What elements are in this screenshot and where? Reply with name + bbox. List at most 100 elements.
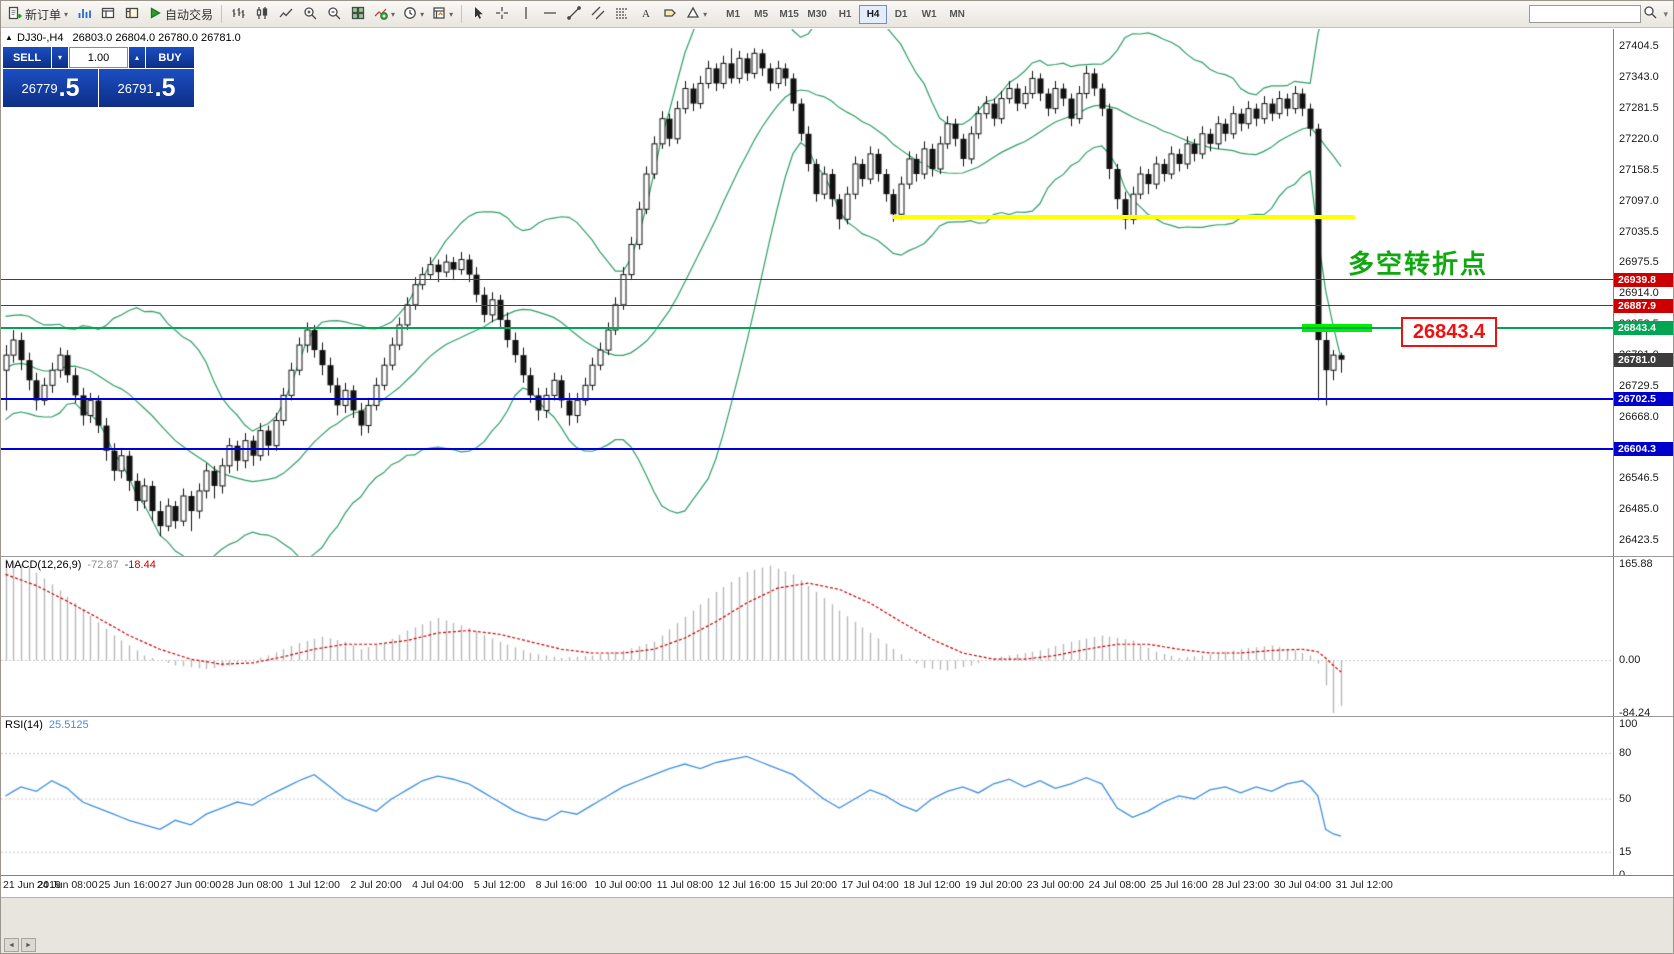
text-icon: A bbox=[639, 6, 653, 23]
time-axis-label: 11 Jul 08:00 bbox=[656, 879, 714, 891]
price-chart-canvas[interactable] bbox=[1, 29, 1613, 877]
timeframe-w1[interactable]: W1 bbox=[921, 8, 937, 20]
chart-tabs-scroll-right[interactable]: ► bbox=[21, 938, 36, 952]
cursor-button[interactable] bbox=[466, 3, 490, 25]
trendline-button[interactable] bbox=[562, 3, 586, 25]
toolbar-left-group: 新订单 ▾ 自动交易 bbox=[4, 3, 217, 25]
toolbar-overflow-chevron-icon[interactable]: ▾ bbox=[1663, 8, 1668, 19]
price-callout-annotation[interactable]: 26843.4 bbox=[1401, 317, 1497, 347]
fibonacci-button[interactable] bbox=[610, 3, 634, 25]
channel-button[interactable] bbox=[586, 3, 610, 25]
sell-button[interactable]: SELL bbox=[3, 47, 51, 68]
time-axis[interactable]: 21 Jun 2019 24 Jun 08:00 25 Jun 16:00 27 Ju… bbox=[1, 876, 1673, 897]
time-axis-label: 28 Jul 23:00 bbox=[1212, 879, 1270, 891]
zoom-out-button[interactable] bbox=[322, 3, 346, 25]
tile-windows-button[interactable] bbox=[346, 3, 370, 25]
timeframe-d1[interactable]: D1 bbox=[894, 8, 908, 20]
yellow-trendline[interactable] bbox=[893, 215, 1355, 220]
turning-point-annotation[interactable]: 多空转折点 bbox=[1348, 249, 1489, 279]
price-axis-label: 26914.0 bbox=[1619, 286, 1659, 299]
buy-button[interactable]: BUY bbox=[146, 47, 194, 68]
navigator-button[interactable] bbox=[120, 3, 144, 25]
auto-trading-icon bbox=[148, 6, 162, 23]
resistance-line-2[interactable] bbox=[1, 305, 1613, 307]
macd-axis-label: 165.88 bbox=[1619, 558, 1653, 570]
support-line-blue-2[interactable] bbox=[1, 447, 1613, 450]
price-axis-label: 27281.5 bbox=[1619, 101, 1659, 114]
periods-icon bbox=[403, 6, 417, 23]
market-watch-icon bbox=[77, 6, 91, 23]
chart-bars-button[interactable] bbox=[226, 3, 250, 25]
search-input[interactable] bbox=[1529, 5, 1642, 23]
toolbar: 新订单 ▾ 自动交易 ▾ ▾ ▾ A ▾ M1 M5 M15 M30 H1 H4 D1 W1 MN ▾ bbox=[1, 1, 1673, 28]
label-button[interactable] bbox=[658, 3, 682, 25]
sell-price-button[interactable]: 26779 .5 bbox=[3, 69, 98, 107]
volume-decrease-button[interactable]: ▾ bbox=[52, 47, 68, 68]
panel-splitter-rsi[interactable] bbox=[1, 716, 1673, 717]
price-tag: 26702.5 bbox=[1614, 392, 1673, 407]
indicators-button[interactable]: ▾ bbox=[370, 3, 399, 25]
support-line-blue-1[interactable] bbox=[1, 398, 1613, 401]
vertical-line-button[interactable] bbox=[514, 3, 538, 25]
price-axis-label: 26729.5 bbox=[1619, 379, 1659, 392]
chart-tabs-scroll-left[interactable]: ◄ bbox=[4, 938, 19, 952]
horizontal-line-icon bbox=[543, 6, 557, 23]
volume-input[interactable] bbox=[69, 47, 128, 68]
fibonacci-icon bbox=[615, 6, 629, 23]
crosshair-button[interactable] bbox=[490, 3, 514, 25]
zoom-in-button[interactable] bbox=[298, 3, 322, 25]
macd-panel-label: MACD(12,26,9) -72.87 -18.44 bbox=[5, 559, 156, 571]
timeframe-m30[interactable]: M30 bbox=[807, 8, 827, 20]
data-window-button[interactable] bbox=[96, 3, 120, 25]
chevron-down-icon: ▾ bbox=[391, 9, 396, 19]
auto-trading-button[interactable]: 自动交易 bbox=[144, 3, 217, 25]
time-axis-label: 23 Jul 00:00 bbox=[1026, 879, 1085, 891]
cursor-icon bbox=[471, 6, 485, 23]
horizontal-line-button[interactable] bbox=[538, 3, 562, 25]
templates-icon bbox=[432, 6, 446, 23]
volume-increase-button[interactable]: ▴ bbox=[129, 47, 145, 68]
price-axis-label: 27404.5 bbox=[1619, 40, 1659, 52]
timeframe-mn[interactable]: MN bbox=[949, 8, 965, 20]
chevron-down-icon: ▾ bbox=[703, 9, 708, 19]
shapes-icon bbox=[686, 6, 700, 23]
timeframe-m5[interactable]: M5 bbox=[754, 8, 769, 20]
timeframe-h4[interactable]: H4 bbox=[859, 4, 888, 24]
panel-splitter-macd[interactable] bbox=[1, 556, 1673, 557]
market-watch-button[interactable] bbox=[72, 3, 96, 25]
buy-price-dec: .5 bbox=[154, 73, 176, 102]
shapes-button[interactable]: ▾ bbox=[682, 3, 711, 25]
rsi-axis-label: 100 bbox=[1619, 718, 1638, 730]
price-scale[interactable]: 27404.5 27343.0 27281.5 27220.0 27158.5 27097… bbox=[1613, 29, 1673, 881]
search-icon[interactable] bbox=[1643, 5, 1657, 24]
support-line-green[interactable] bbox=[1, 327, 1613, 330]
templates-button[interactable]: ▾ bbox=[428, 3, 457, 25]
time-axis-label: 10 Jul 00:00 bbox=[594, 879, 652, 891]
buy-price-button[interactable]: 26791 .5 bbox=[99, 69, 194, 107]
new-order-button[interactable]: 新订单 ▾ bbox=[4, 3, 72, 25]
buy-price-int: 26791 bbox=[117, 80, 154, 96]
timeframe-h1[interactable]: H1 bbox=[838, 8, 852, 20]
time-axis-label: 2 Jul 20:00 bbox=[350, 879, 402, 891]
periods-button[interactable]: ▾ bbox=[399, 3, 428, 25]
search-box: ▾ bbox=[1529, 5, 1672, 24]
chart-line-button[interactable] bbox=[274, 3, 298, 25]
rsi-axis-label: 15 bbox=[1619, 846, 1632, 859]
rsi-panel-label: RSI(14) 25.5125 bbox=[5, 719, 89, 731]
symbol-title: DJ30-,H4 bbox=[17, 32, 64, 44]
timeframe-m1[interactable]: M1 bbox=[726, 8, 741, 20]
chart-candles-button[interactable] bbox=[250, 3, 274, 25]
time-axis-label: 27 Jun 00:00 bbox=[160, 879, 222, 891]
one-click-panel-toggle[interactable]: ▲ bbox=[5, 33, 13, 42]
one-click-trade-panel: SELL ▾ ▴ BUY 26779 .5 26791 .5 bbox=[3, 47, 194, 107]
time-axis-label: 18 Jul 12:00 bbox=[903, 879, 961, 891]
text-button[interactable]: A bbox=[634, 3, 658, 25]
timeframe-m15[interactable]: M15 bbox=[779, 8, 799, 20]
price-axis-label: 27097.0 bbox=[1619, 194, 1659, 207]
zoom-out-icon bbox=[327, 6, 341, 23]
rsi-axis-label: 80 bbox=[1619, 747, 1632, 760]
resistance-line-1[interactable] bbox=[1, 279, 1613, 281]
price-tag: 26887.9 bbox=[1614, 298, 1673, 313]
price-axis-label: 27035.5 bbox=[1619, 225, 1659, 238]
